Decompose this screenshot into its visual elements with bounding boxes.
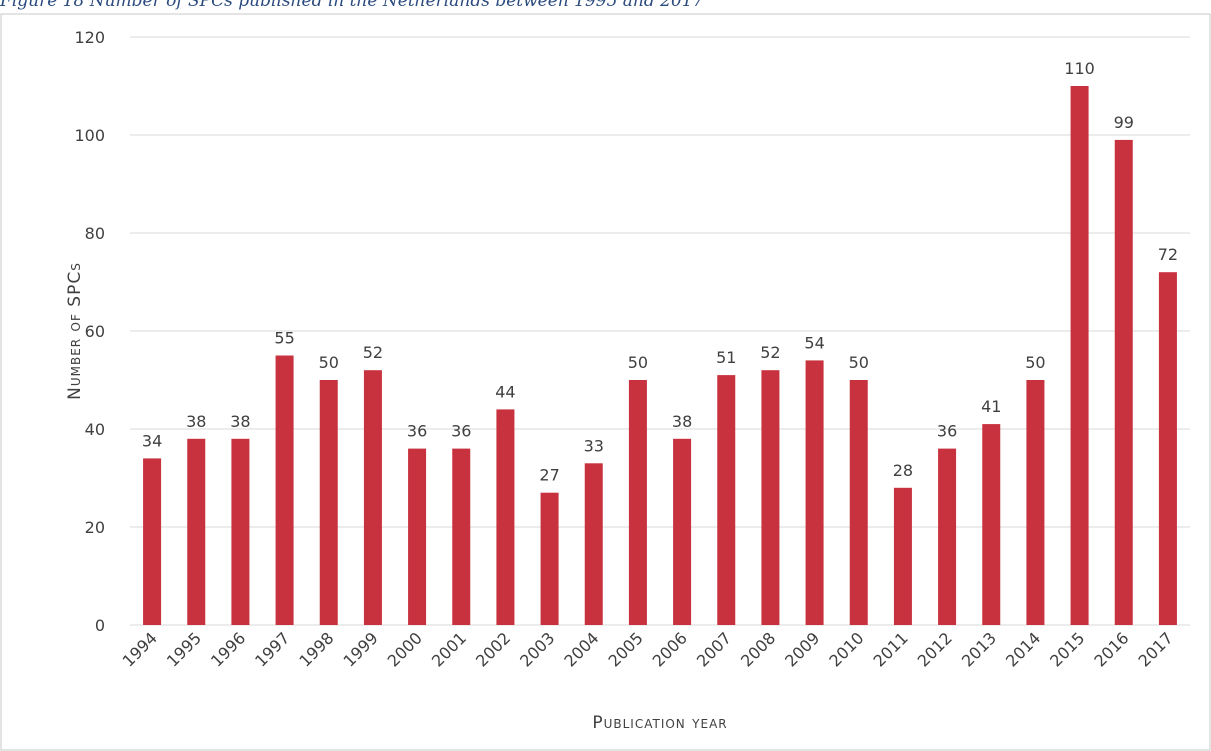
x-tick-label: 1994 bbox=[119, 628, 161, 670]
x-tick-label: 2009 bbox=[781, 628, 823, 670]
x-tick-label: 2014 bbox=[1002, 628, 1044, 670]
bar bbox=[1026, 380, 1045, 625]
bar bbox=[1070, 86, 1089, 625]
bar bbox=[893, 487, 912, 625]
value-label: 54 bbox=[804, 333, 824, 352]
value-label: 36 bbox=[451, 422, 471, 441]
y-tick-label: 40 bbox=[85, 420, 105, 439]
bar bbox=[496, 409, 515, 625]
value-label: 36 bbox=[937, 422, 957, 441]
y-tick-label: 120 bbox=[74, 28, 105, 47]
x-tick-label: 2013 bbox=[958, 628, 1000, 670]
value-label: 44 bbox=[495, 382, 515, 401]
bar bbox=[938, 448, 957, 625]
x-tick-label: 2002 bbox=[472, 628, 514, 670]
x-tick-label: 1997 bbox=[251, 628, 293, 670]
value-label: 50 bbox=[628, 353, 648, 372]
value-label: 52 bbox=[760, 343, 780, 362]
y-tick-label: 60 bbox=[85, 322, 105, 341]
value-label: 38 bbox=[672, 412, 692, 431]
bar bbox=[408, 448, 427, 625]
x-tick-label: 2004 bbox=[560, 628, 602, 670]
bar bbox=[143, 458, 162, 625]
bar bbox=[275, 355, 294, 625]
value-label: 28 bbox=[893, 461, 913, 480]
bar bbox=[187, 438, 206, 625]
bar bbox=[1114, 139, 1133, 625]
bar bbox=[319, 380, 338, 625]
x-tick-label: 2001 bbox=[428, 628, 470, 670]
value-label: 34 bbox=[142, 431, 162, 450]
chart-frame bbox=[0, 13, 1211, 751]
bar bbox=[673, 438, 692, 625]
bar bbox=[584, 463, 603, 625]
value-label: 38 bbox=[186, 412, 206, 431]
y-tick-label: 80 bbox=[85, 224, 105, 243]
chart-title: Figure 18 Number of SPCs published in th… bbox=[0, 0, 704, 11]
x-tick-label: 2015 bbox=[1046, 628, 1088, 670]
value-label: 27 bbox=[539, 466, 559, 485]
x-tick-label: 2017 bbox=[1135, 628, 1177, 670]
bar bbox=[982, 424, 1001, 625]
value-label: 72 bbox=[1158, 245, 1178, 264]
value-label: 50 bbox=[849, 353, 869, 372]
x-tick-label: 1999 bbox=[340, 628, 382, 670]
x-tick-label: 2016 bbox=[1090, 628, 1132, 670]
x-tick-label: 1995 bbox=[163, 628, 205, 670]
bar bbox=[628, 380, 647, 625]
x-tick-label: 2003 bbox=[516, 628, 558, 670]
y-tick-label: 100 bbox=[74, 126, 105, 145]
value-label: 41 bbox=[981, 397, 1001, 416]
x-tick-label: 1998 bbox=[295, 628, 337, 670]
y-axis-title: Number of SPCs bbox=[65, 262, 85, 400]
value-label: 36 bbox=[407, 422, 427, 441]
x-tick-label: 2012 bbox=[914, 628, 956, 670]
bar bbox=[540, 492, 559, 625]
value-label: 99 bbox=[1114, 113, 1134, 132]
x-tick-label: 2000 bbox=[384, 628, 426, 670]
value-label: 38 bbox=[230, 412, 250, 431]
x-tick-label: 2005 bbox=[605, 628, 647, 670]
bar bbox=[231, 438, 250, 625]
value-label: 50 bbox=[319, 353, 339, 372]
x-tick-label: 2011 bbox=[870, 628, 912, 670]
bar bbox=[1158, 272, 1177, 625]
value-label: 52 bbox=[363, 343, 383, 362]
bar bbox=[363, 370, 382, 625]
value-label: 50 bbox=[1025, 353, 1045, 372]
y-tick-label: 0 bbox=[95, 616, 105, 635]
x-tick-label: 2008 bbox=[737, 628, 779, 670]
x-tick-label: 1996 bbox=[207, 628, 249, 670]
bar bbox=[717, 375, 736, 625]
value-label: 55 bbox=[274, 329, 294, 348]
y-tick-label: 20 bbox=[85, 518, 105, 537]
bar bbox=[761, 370, 780, 625]
bar bbox=[805, 360, 824, 625]
bar bbox=[849, 380, 868, 625]
value-label: 51 bbox=[716, 348, 736, 367]
x-tick-label: 2010 bbox=[825, 628, 867, 670]
value-label: 33 bbox=[584, 436, 604, 455]
value-label: 110 bbox=[1064, 59, 1095, 78]
x-tick-label: 2007 bbox=[693, 628, 735, 670]
x-tick-label: 2006 bbox=[649, 628, 691, 670]
bar bbox=[452, 448, 471, 625]
x-axis-title: Publication year bbox=[592, 713, 727, 733]
